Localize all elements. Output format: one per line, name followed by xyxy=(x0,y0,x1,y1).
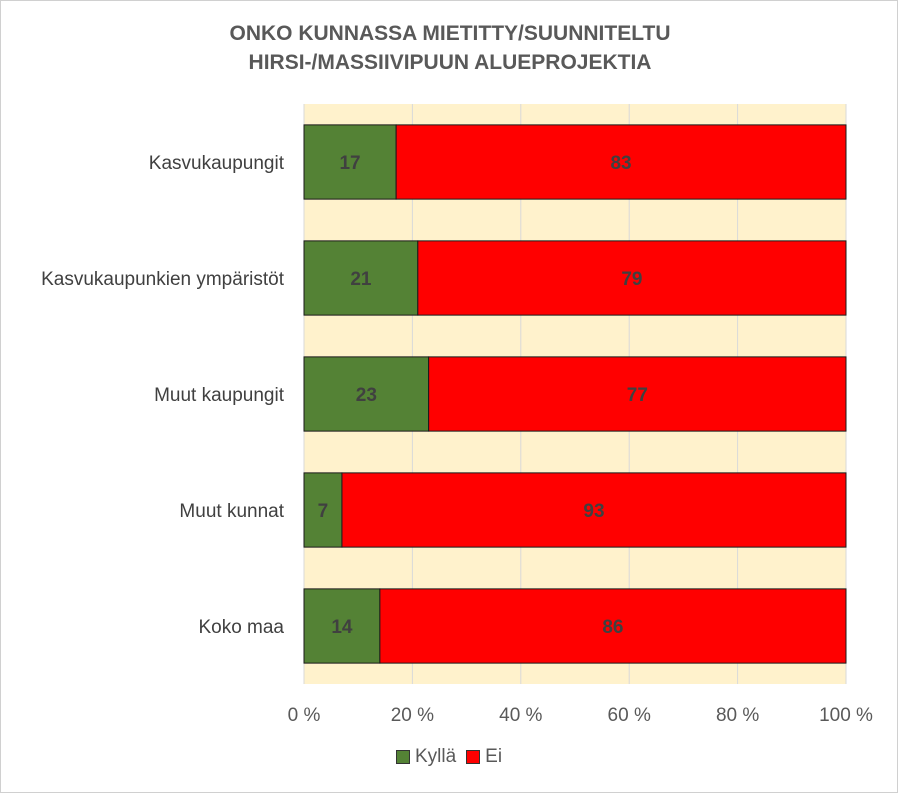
data-label: 14 xyxy=(331,617,353,638)
legend-swatch xyxy=(466,750,481,764)
bar-segment xyxy=(341,472,847,548)
bar-segment xyxy=(303,356,430,432)
data-label: 23 xyxy=(356,385,377,406)
data-label: 17 xyxy=(339,153,360,174)
legend-swatch xyxy=(395,750,410,764)
legend-item: Kyllä xyxy=(395,746,457,768)
x-tick-label: 60 % xyxy=(608,705,651,726)
data-label: 83 xyxy=(610,153,631,174)
legend: Kyllä Ei xyxy=(0,746,898,770)
category-label: Muut kunnat xyxy=(179,501,284,522)
bar-segment xyxy=(417,240,847,316)
legend-label: Kyllä xyxy=(414,746,457,767)
bar-segment xyxy=(428,356,847,432)
data-label: 21 xyxy=(350,269,372,290)
legend-label: Ei xyxy=(485,746,503,767)
chart-title-line-2: HIRSI-/MASSIIVIPUUN ALUEPROJEKTIA xyxy=(248,51,652,74)
category-label: Kasvukaupungit xyxy=(149,153,285,174)
category-label: Muut kaupungit xyxy=(154,385,285,406)
bar-segment xyxy=(395,124,847,200)
bar-segment xyxy=(379,588,847,664)
legend-item: Ei xyxy=(466,746,502,768)
x-tick-label: 40 % xyxy=(499,705,542,726)
x-tick-label: 80 % xyxy=(716,705,759,726)
x-tick-label: 20 % xyxy=(391,705,434,726)
data-label: 93 xyxy=(583,501,604,522)
category-label: Kasvukaupunkien ympäristöt xyxy=(41,269,285,290)
data-label: 79 xyxy=(621,269,642,290)
x-tick-label: 0 % xyxy=(288,705,321,726)
category-label: Koko maa xyxy=(198,617,284,638)
data-label: 7 xyxy=(318,501,329,522)
data-label: 86 xyxy=(602,617,623,638)
chart-title-line-1: ONKO KUNNASSA MIETITTY/SUUNNITELTU xyxy=(229,22,671,45)
bar-segment xyxy=(303,588,381,664)
data-label: 77 xyxy=(627,385,648,406)
x-tick-label: 100 % xyxy=(819,705,873,726)
bar-segment xyxy=(303,472,343,548)
chart-title: ONKO KUNNASSA MIETITTY/SUUNNITELTU HIRSI… xyxy=(1,19,898,77)
